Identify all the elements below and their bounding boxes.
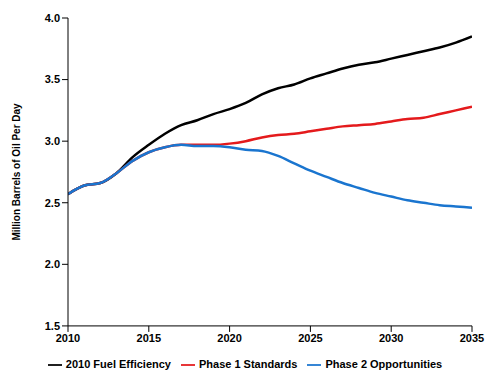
svg-text:2025: 2025 bbox=[298, 332, 322, 344]
svg-text:1.5: 1.5 bbox=[45, 320, 60, 332]
svg-text:2030: 2030 bbox=[379, 332, 403, 344]
html-text:2010 Fuel Efficiency: 2010 Fuel Efficiency bbox=[65, 357, 171, 370]
svg-text:2015: 2015 bbox=[137, 332, 161, 344]
svg-text:2020: 2020 bbox=[217, 332, 241, 344]
svg-text:Million Barrels of Oil Per Day: Million Barrels of Oil Per Day bbox=[11, 103, 22, 241]
html-text:Phase 2 Opportunities: Phase 2 Opportunities bbox=[325, 357, 443, 370]
svg-text:2010: 2010 bbox=[56, 332, 80, 344]
html-text:Phase 1 Standards: Phase 1 Standards bbox=[199, 357, 298, 370]
svg-text:3.0: 3.0 bbox=[45, 135, 60, 147]
svg-text:3.5: 3.5 bbox=[45, 73, 60, 85]
svg-text:2035: 2035 bbox=[460, 332, 484, 344]
svg-text:2.0: 2.0 bbox=[45, 258, 60, 270]
svg-text:2.5: 2.5 bbox=[45, 197, 60, 209]
svg-text:4.0: 4.0 bbox=[45, 12, 60, 24]
